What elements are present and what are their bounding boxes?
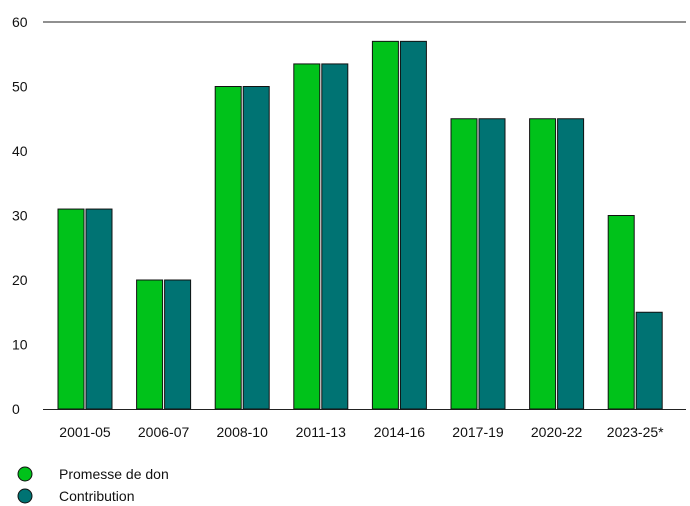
bar-promesse-de-don-2011-13	[293, 63, 321, 410]
bar-contribution-2014-16	[399, 40, 427, 410]
x-tick-label: 2006-07	[138, 424, 190, 440]
bar-contribution-2017-19	[478, 118, 506, 410]
y-tick-label: 50	[12, 79, 28, 95]
x-tick-label: 2017-19	[452, 424, 504, 440]
y-tick-label: 60	[12, 14, 28, 30]
y-tick-label: 0	[12, 401, 20, 417]
y-tick-label: 40	[12, 143, 28, 159]
legend: Promesse de don Contribution	[17, 466, 169, 504]
bar-promesse-de-don-2023-25	[607, 215, 635, 410]
bar-promesse-de-don-2006-07	[136, 279, 164, 410]
bar-promesse-de-don-2017-19	[450, 118, 478, 410]
x-tick-label: 2020-22	[531, 424, 583, 440]
bar-contribution-2020-22	[557, 118, 585, 410]
x-tick-label: 2014-16	[374, 424, 426, 440]
bar-promesse-de-don-2020-22	[529, 118, 557, 410]
bar-contribution-2023-25	[635, 311, 663, 410]
x-tick-label: 2001-05	[59, 424, 111, 440]
x-tick-label: 2023-25*	[607, 424, 664, 440]
y-tick-label: 10	[12, 337, 28, 353]
bar-promesse-de-don-2014-16	[371, 40, 399, 410]
x-tick-label: 2008-10	[217, 424, 269, 440]
y-tick-label: 30	[12, 208, 28, 224]
bar-contribution-2001-05	[85, 208, 113, 410]
bar-promesse-de-don-2008-10	[214, 86, 242, 410]
legend-label: Contribution	[59, 488, 135, 504]
y-tick-label: 20	[12, 272, 28, 288]
bar-contribution-2006-07	[164, 279, 192, 410]
bar-contribution-2011-13	[321, 63, 349, 410]
y-axis: 0 10 20 30 40 50 60	[12, 14, 686, 417]
bar-contribution-2008-10	[242, 86, 270, 410]
x-axis: 2001-05 2006-07 2008-10 2011-13 2014-16 2017-…	[59, 424, 664, 440]
legend-swatch	[17, 466, 33, 482]
bars	[57, 40, 663, 410]
legend-swatch	[17, 488, 33, 504]
legend-label: Promesse de don	[59, 466, 169, 482]
bar-promesse-de-don-2001-05	[57, 208, 85, 410]
x-tick-label: 2011-13	[296, 424, 347, 440]
